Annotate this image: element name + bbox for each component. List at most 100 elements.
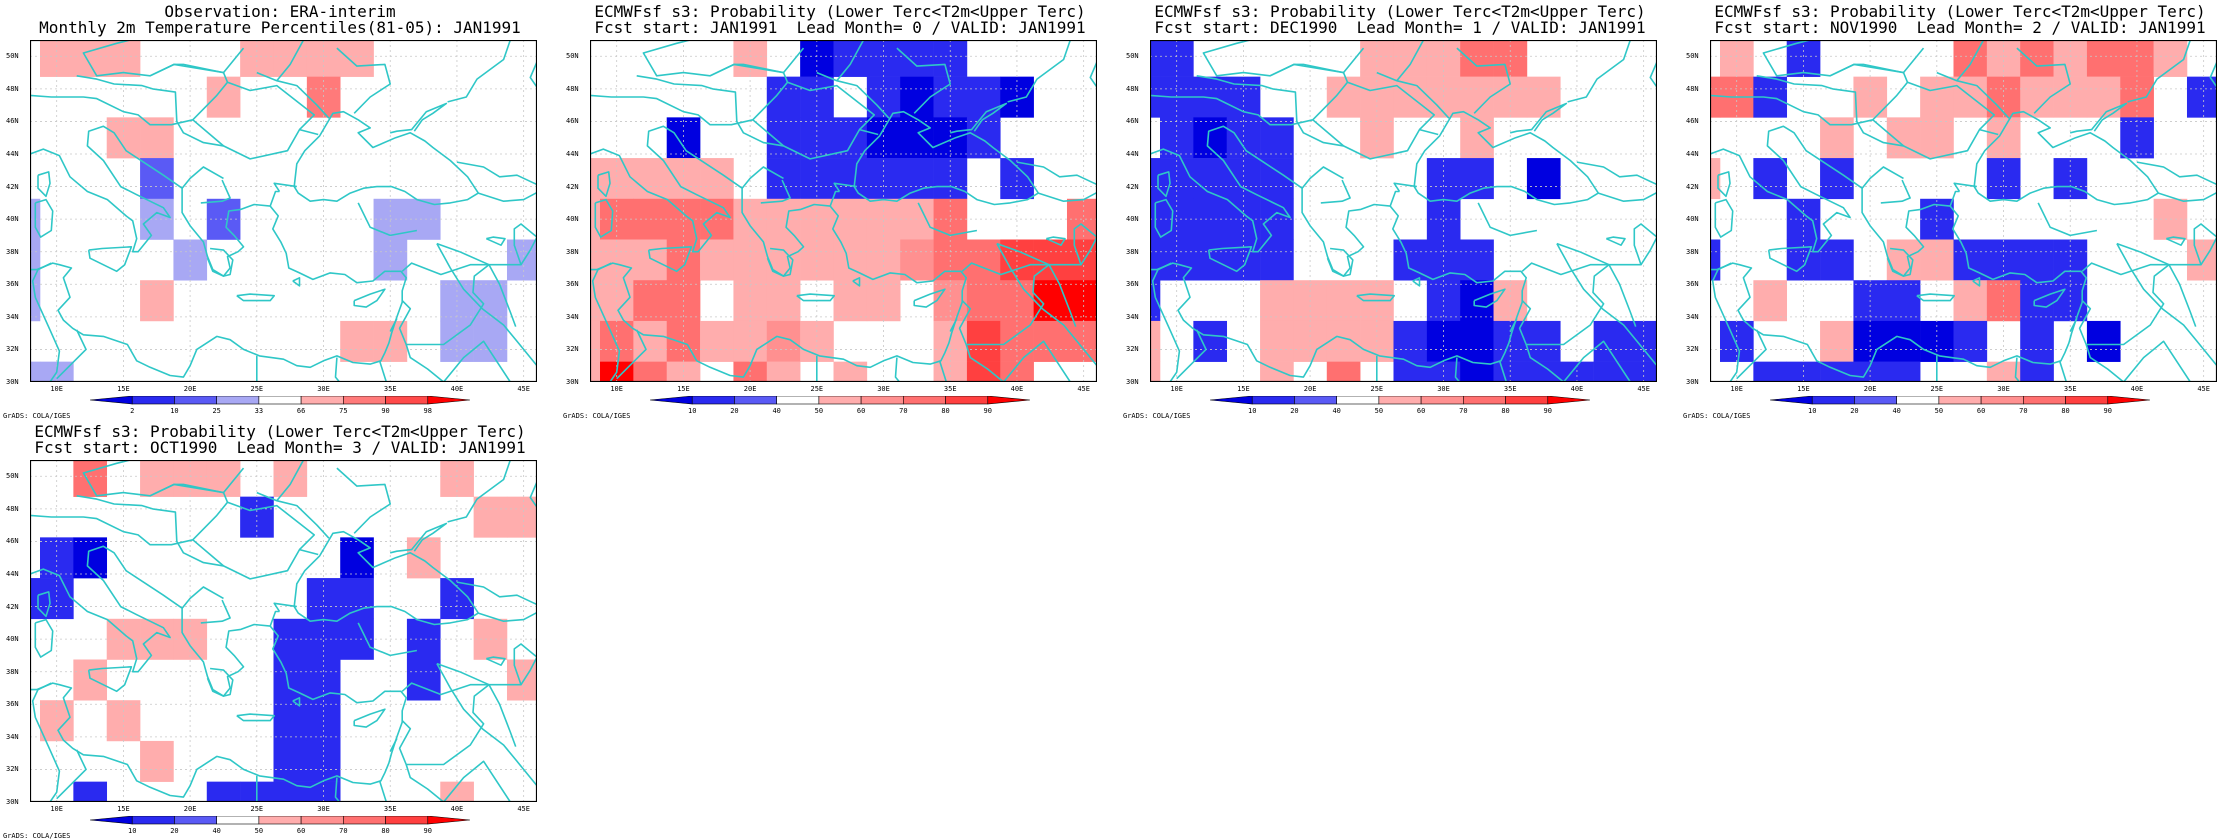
lat-tick-label: 32N — [6, 765, 19, 774]
panel-title-line1: ECMWFsf s3: Probability (Lower Terc<T2m<… — [34, 422, 526, 441]
lon-tick-label: 35E — [943, 385, 957, 393]
colorbar-segment — [1770, 396, 1813, 405]
coastline — [200, 179, 231, 204]
colorbar-segment — [1938, 396, 1982, 405]
grid-cell — [1820, 239, 1854, 281]
colorbar-segment — [258, 816, 302, 825]
colorbar-label: 40 — [772, 407, 780, 415]
coastline — [30, 40, 229, 126]
coastline — [56, 749, 87, 800]
colorbar-label: 40 — [1892, 407, 1900, 415]
grid-cell — [1193, 117, 1228, 159]
coastline — [76, 75, 319, 160]
coastline — [405, 340, 512, 382]
grid-cell — [1150, 40, 1161, 77]
grid-cell — [966, 239, 1001, 281]
panel-observation: Observation: ERA-interim Monthly 2m Temp… — [0, 0, 560, 420]
grid-cell — [2020, 40, 2054, 77]
lat-tick-label: 42N — [1126, 182, 1139, 191]
colorbar-label: 90 — [984, 407, 992, 415]
grid-cell — [1526, 361, 1561, 382]
coastline — [2200, 236, 2217, 266]
panel-title-line2: Fcst start: JAN1991 Lead Month= 0 / VALI… — [594, 18, 1086, 37]
grid-cell — [1710, 158, 1721, 200]
grid-cell — [106, 117, 141, 159]
coastlines — [590, 40, 1097, 382]
lat-tick-label: 38N — [6, 247, 19, 256]
map-plot — [590, 40, 1097, 382]
lat-tick-label: 40N — [1126, 215, 1139, 224]
grid-cell — [666, 158, 701, 200]
grid-cell — [1393, 40, 1428, 77]
grid-cell — [1753, 361, 1788, 382]
colorbar-segment — [1896, 396, 1940, 405]
coastline — [390, 522, 448, 554]
colorbar-label: 66 — [297, 407, 305, 415]
coastline — [2085, 340, 2192, 382]
coastline — [2033, 288, 2066, 308]
grid-cell — [1886, 280, 1921, 322]
graticule — [30, 460, 537, 802]
colorbar-label: 60 — [1977, 407, 1985, 415]
grads-credit: GrADS: COLA/IGES — [3, 412, 71, 420]
grid-cell — [1150, 361, 1161, 382]
coastline — [401, 643, 537, 696]
lat-tick-label: 44N — [1686, 150, 1699, 158]
colorbar-label: 80 — [1501, 407, 1509, 415]
coastline — [56, 329, 87, 380]
coastline — [1454, 357, 1461, 382]
lon-tick-label: 30E — [877, 385, 890, 393]
lat-tick-label: 36N — [1686, 280, 1699, 289]
lat-tick-label: 32N — [6, 345, 19, 354]
coastline — [1525, 340, 1632, 382]
grid-cell — [966, 117, 1001, 159]
colorbar-label: 10 — [128, 827, 136, 835]
grid-cell — [30, 239, 41, 281]
colorbar-segment — [1251, 396, 1295, 405]
grid-cell — [1193, 239, 1228, 281]
grid-cell — [966, 320, 1001, 362]
coastline — [647, 246, 693, 273]
coastline — [2139, 250, 2197, 327]
lat-tick-label: 32N — [566, 345, 579, 354]
lat-tick-label: 48N — [1686, 84, 1699, 93]
colorbar-segment — [131, 816, 175, 825]
panel-title-line2: Fcst start: DEC1990 Lead Month= 1 / VALI… — [1154, 18, 1646, 37]
coastline — [741, 166, 784, 189]
grid-cell — [766, 198, 801, 240]
coastline — [256, 71, 330, 119]
lat-tick-label: 42N — [566, 182, 579, 191]
panel-title-line1: ECMWFsf s3: Probability (Lower Terc<T2m<… — [1154, 2, 1646, 21]
coastline — [829, 190, 840, 207]
coastline — [398, 684, 490, 766]
lat-tick-label: 38N — [1126, 247, 1139, 256]
coastline — [236, 713, 275, 722]
grid-cell — [2153, 40, 2188, 77]
grid-cell — [1753, 280, 1788, 322]
coastline — [334, 357, 341, 382]
coastline — [87, 246, 133, 273]
grid-cell — [273, 40, 308, 77]
coastline — [766, 247, 794, 277]
panel-title-line1: ECMWFsf s3: Probability (Lower Terc<T2m<… — [1714, 2, 2206, 21]
coastline — [1880, 179, 1911, 204]
coastline — [965, 340, 1072, 382]
colorbar-label: 90 — [2104, 407, 2112, 415]
coastline — [1301, 166, 1344, 189]
lon-tick-label: 45E — [1637, 385, 1650, 393]
colorbar-label: 50 — [1375, 407, 1383, 415]
coastline — [1080, 236, 1097, 266]
colorbar-segment — [1980, 396, 2024, 405]
coastline — [1456, 47, 1512, 114]
lat-tick-label: 50N — [6, 52, 19, 61]
colorbar-segment — [650, 396, 693, 405]
coastline — [1498, 360, 1508, 382]
grid-cell — [1986, 158, 2021, 200]
grid-cell — [140, 740, 174, 782]
lon-tick-label: 40E — [1010, 385, 1024, 393]
coastline — [2069, 318, 2078, 332]
coastline — [149, 47, 245, 77]
colorbar: 10 20 40 50 60 70 80 90 — [1770, 396, 2150, 415]
grid-cell — [1393, 361, 1428, 382]
lon-tick-label: 35E — [2063, 385, 2077, 393]
